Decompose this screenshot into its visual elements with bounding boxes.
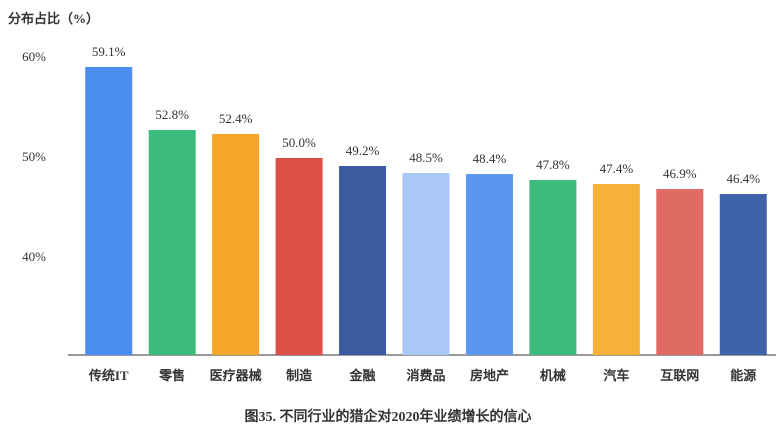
x-tick-label: 零售 <box>158 368 185 383</box>
x-tick-label: 汽车 <box>603 368 629 383</box>
x-tick-label: 机械 <box>540 368 566 383</box>
data-label: 50.0% <box>282 135 316 150</box>
y-tick-label: 50% <box>22 149 46 164</box>
data-label: 59.1% <box>92 44 126 59</box>
bar <box>212 134 260 355</box>
x-tick-label: 传统IT <box>88 368 129 383</box>
data-label: 49.2% <box>346 143 380 158</box>
bar <box>465 174 513 355</box>
bar <box>592 184 640 355</box>
y-tick-label: 40% <box>22 249 46 264</box>
data-label: 48.5% <box>409 150 443 165</box>
bar <box>529 180 577 355</box>
x-tick-label: 医疗器械 <box>210 368 262 383</box>
x-tick-label: 房地产 <box>470 368 509 383</box>
data-label: 47.4% <box>600 161 634 176</box>
bar <box>339 166 387 355</box>
bar <box>85 67 133 355</box>
data-label: 52.4% <box>219 111 253 126</box>
x-tick-label: 消费品 <box>406 368 445 383</box>
data-label: 47.8% <box>536 157 570 172</box>
data-label: 48.4% <box>473 151 507 166</box>
x-tick-label: 金融 <box>349 368 376 383</box>
x-tick-label: 互联网 <box>660 368 699 383</box>
chart-title: 图35. 不同行业的猎企对2020年业绩增长的信心 <box>245 408 532 425</box>
x-tick-label: 能源 <box>730 368 756 383</box>
bar <box>402 173 450 355</box>
x-tick-label: 制造 <box>286 368 313 383</box>
data-label: 52.8% <box>155 107 189 122</box>
bar <box>719 194 767 355</box>
bar <box>148 130 196 355</box>
bar <box>656 189 704 355</box>
bar <box>275 158 323 355</box>
data-label: 46.9% <box>663 166 697 181</box>
y-tick-label: 60% <box>22 49 46 64</box>
data-label: 46.4% <box>726 171 760 186</box>
y-axis-title: 分布占比（%） <box>8 11 99 26</box>
